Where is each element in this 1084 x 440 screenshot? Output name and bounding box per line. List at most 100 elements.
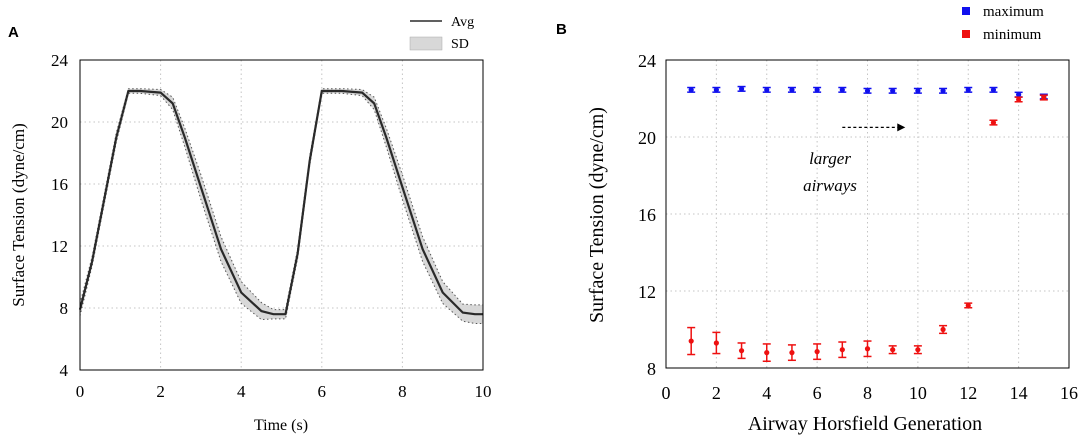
panel-b-x-ticks: 0 2 4 6 8 10 12 14 16: [662, 383, 1079, 403]
panel-a-y-tick-label: 8: [60, 299, 69, 318]
panel-b-x-tick-label: 2: [712, 383, 721, 403]
maximum-point: [762, 86, 771, 93]
panel-b-y-tick-label: 16: [638, 205, 656, 225]
panel-a-sd-upper-edge: [79, 88, 483, 311]
minimum-point: [863, 340, 872, 358]
panel-a-grid: [80, 60, 483, 370]
panel-a-x-tick-label: 6: [318, 382, 327, 401]
panel-a-x-label: Time (s): [254, 417, 308, 434]
panel-b-y-tick-label: 24: [638, 51, 656, 71]
marker: [915, 347, 921, 353]
marker: [839, 347, 845, 353]
marker: [1041, 94, 1047, 101]
marker: [738, 86, 745, 92]
panel-a-frame: [79, 59, 484, 371]
minimum-point: [913, 345, 922, 355]
panel-a-x-ticks: 0 2 4 6 8 10: [76, 382, 492, 401]
maximum-point: [787, 86, 796, 93]
marker: [940, 326, 946, 333]
panel-b-x-tick-label: 6: [813, 383, 822, 403]
minimum-point: [888, 345, 897, 355]
marker: [764, 87, 770, 93]
marker: [990, 87, 997, 93]
maximum-point: [737, 85, 746, 92]
marker: [1016, 96, 1022, 103]
legend-maximum-label: maximum: [983, 4, 1044, 20]
minimum-point: [1014, 96, 1023, 103]
panel-b-legend: maximum minimum: [962, 4, 1044, 43]
panel-b-x-tick-label: 0: [662, 383, 671, 403]
maximum-point: [989, 86, 998, 93]
marker: [1016, 92, 1022, 98]
marker: [940, 88, 946, 94]
panel-a-x-tick-label: 0: [76, 382, 85, 401]
minimum-point: [838, 341, 847, 359]
maximum-point: [687, 86, 696, 93]
minimum-point: [989, 119, 998, 126]
panel-b-points: [687, 85, 1048, 363]
panel-a-y-tick-label: 16: [51, 175, 68, 194]
panel-a-letter: A: [8, 24, 19, 41]
arrowhead-icon: [897, 123, 906, 132]
panel-a-y-tick-label: 24: [51, 51, 69, 70]
minimum-point: [939, 324, 948, 335]
legend-maximum-swatch: [962, 7, 970, 15]
panel-a-x-tick-label: 2: [156, 382, 165, 401]
minimum-point: [687, 326, 696, 356]
marker: [814, 87, 820, 93]
panel-b-x-tick-label: 16: [1060, 383, 1078, 403]
minimum-point: [813, 343, 822, 361]
panel-b-x-tick-label: 12: [959, 383, 977, 403]
minimum-point: [762, 343, 771, 363]
maximum-point: [838, 86, 847, 93]
panel-a-legend: Avg SD: [409, 15, 474, 52]
maximum-point: [813, 86, 822, 93]
marker: [990, 119, 997, 126]
maximum-point: [863, 87, 872, 94]
marker: [713, 87, 719, 93]
panel-b-x-tick-label: 4: [762, 383, 771, 403]
panel-a-y-ticks: 4 8 12 16 20 24: [51, 51, 69, 380]
panel-a-x-tick-label: 4: [237, 382, 246, 401]
panel-b-y-ticks: 8 12 16 20 24: [638, 51, 656, 379]
minimum-point: [1039, 94, 1048, 101]
panel-a-x-tick-label: 8: [398, 382, 407, 401]
panel-b-x-tick-label: 10: [909, 383, 927, 403]
panel-a-y-tick-label: 4: [60, 361, 69, 380]
marker: [890, 347, 896, 353]
panel-a-sd-band: [80, 88, 483, 324]
panel-b-y-label: Surface Tension (dyne/cm): [586, 107, 608, 323]
marker: [789, 350, 795, 356]
legend-sd-swatch: [409, 36, 443, 51]
panel-b-y-tick-label: 12: [638, 282, 656, 302]
legend-minimum-swatch: [962, 30, 970, 38]
minimum-point: [787, 344, 796, 362]
annotation-line-2: airways: [803, 176, 857, 195]
panel-a-avg-line: [78, 89, 483, 316]
marker: [738, 348, 745, 354]
marker: [839, 87, 845, 93]
panel-b-frame: [665, 59, 1070, 369]
maximum-point: [913, 87, 922, 94]
marker: [789, 87, 795, 93]
maximum-point: [964, 86, 973, 93]
maximum-point: [939, 87, 948, 94]
panel-b-grid: [666, 60, 1069, 368]
panel-b-y-tick-label: 20: [638, 128, 656, 148]
panel-a-x-tick-label: 10: [475, 382, 492, 401]
marker: [688, 87, 694, 93]
panel-a-y-tick-label: 20: [51, 113, 68, 132]
marker: [915, 88, 921, 94]
legend-minimum-label: minimum: [983, 27, 1042, 43]
maximum-point: [712, 86, 721, 93]
marker: [864, 346, 871, 352]
panel-a-y-tick-label: 12: [51, 237, 68, 256]
panel-b-x-tick-label: 14: [1010, 383, 1028, 403]
panel-b-letter: B: [556, 21, 567, 38]
marker: [965, 87, 971, 93]
marker: [713, 340, 719, 346]
marker: [965, 302, 971, 309]
minimum-point: [737, 342, 746, 360]
